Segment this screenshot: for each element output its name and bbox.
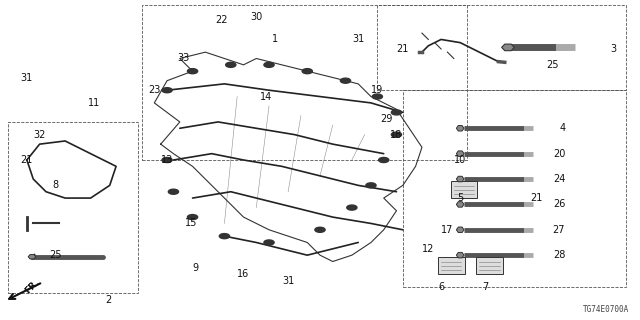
Text: 18: 18 [390,130,403,140]
Text: 8: 8 [52,180,59,190]
Circle shape [366,183,376,188]
Text: 14: 14 [260,92,272,101]
Text: 25: 25 [49,250,62,260]
Text: TG74E0700A: TG74E0700A [583,305,629,314]
Text: 23: 23 [148,85,161,95]
Text: 33: 33 [177,53,189,63]
Circle shape [302,69,312,74]
Circle shape [226,62,236,68]
Circle shape [188,69,198,74]
Text: 20: 20 [553,149,565,159]
Text: 27: 27 [553,225,565,235]
Circle shape [162,88,172,93]
Polygon shape [456,252,464,258]
Circle shape [188,215,198,220]
Text: 31: 31 [282,276,294,285]
Text: 29: 29 [381,114,393,124]
Text: 12: 12 [422,244,435,254]
Text: 21: 21 [20,155,33,165]
Text: 31: 31 [20,73,33,83]
Polygon shape [456,125,464,131]
Polygon shape [28,254,36,259]
Bar [378,4,626,90]
Text: 26: 26 [553,199,565,209]
Circle shape [168,189,179,194]
Text: 4: 4 [559,123,565,133]
Bar [403,90,626,287]
Circle shape [392,132,401,137]
Text: 3: 3 [610,44,616,54]
Text: 7: 7 [483,282,489,292]
Text: FR.: FR. [23,278,41,296]
Text: 11: 11 [88,98,100,108]
Text: 19: 19 [371,85,383,95]
Polygon shape [456,151,464,156]
Text: 5: 5 [457,193,463,203]
Polygon shape [456,202,464,207]
Circle shape [315,227,325,232]
Text: 17: 17 [441,225,454,235]
Text: 21: 21 [397,44,409,54]
Text: 1: 1 [273,35,278,44]
Polygon shape [502,44,515,51]
Polygon shape [456,176,464,182]
Bar [438,257,465,274]
Circle shape [264,62,274,68]
Text: 21: 21 [531,193,543,203]
Text: 15: 15 [185,219,198,228]
Text: 24: 24 [553,174,565,184]
Text: 30: 30 [250,12,262,22]
Text: 16: 16 [237,269,250,279]
Text: 2: 2 [106,295,111,305]
Text: 22: 22 [215,15,227,25]
Bar [141,4,467,160]
Circle shape [162,157,172,163]
Text: 32: 32 [33,130,46,140]
Circle shape [392,110,401,115]
Bar [8,122,138,293]
Text: 9: 9 [193,263,199,273]
Circle shape [372,94,383,99]
Circle shape [264,240,274,245]
Polygon shape [456,227,464,233]
Text: 13: 13 [161,155,173,165]
Circle shape [220,234,230,239]
Circle shape [340,78,351,83]
Text: 31: 31 [352,35,364,44]
Bar [451,180,477,198]
Text: 6: 6 [438,282,444,292]
Bar [476,257,503,274]
Text: 28: 28 [553,250,565,260]
Circle shape [347,205,357,210]
Text: 10: 10 [454,155,467,165]
Text: 25: 25 [547,60,559,70]
Circle shape [379,157,389,163]
